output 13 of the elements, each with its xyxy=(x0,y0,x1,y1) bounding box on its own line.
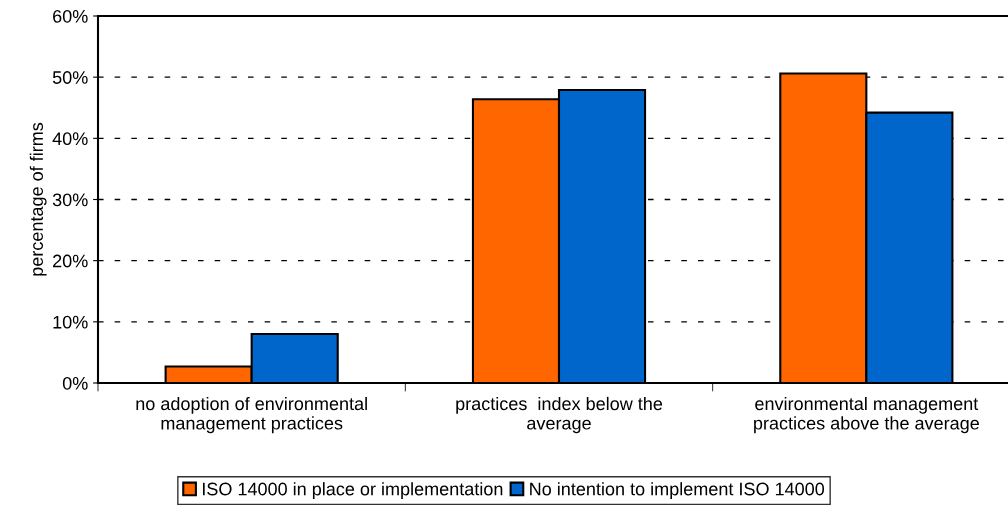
y-tick-label: 50% xyxy=(52,71,88,84)
y-axis-title: percentage of firms xyxy=(29,122,47,276)
legend-label: No intention to implement ISO 14000 xyxy=(530,482,825,499)
y-tick-label: 60% xyxy=(53,9,88,23)
legend-label: ISO 14000 in place or implementation xyxy=(202,482,503,499)
y-tick-label: 20% xyxy=(53,254,88,268)
y-tick-label: 40% xyxy=(52,132,88,146)
y-tick-label: 30% xyxy=(52,193,88,207)
x-tick-label: no adoption of environmental management practices xyxy=(136,396,367,434)
y-tick-label: 10% xyxy=(53,315,88,329)
x-tick-label: practices index below the average xyxy=(456,396,663,434)
y-tick-label: 0% xyxy=(62,376,88,390)
x-tick-label: environmental management practices above the average xyxy=(754,396,979,434)
